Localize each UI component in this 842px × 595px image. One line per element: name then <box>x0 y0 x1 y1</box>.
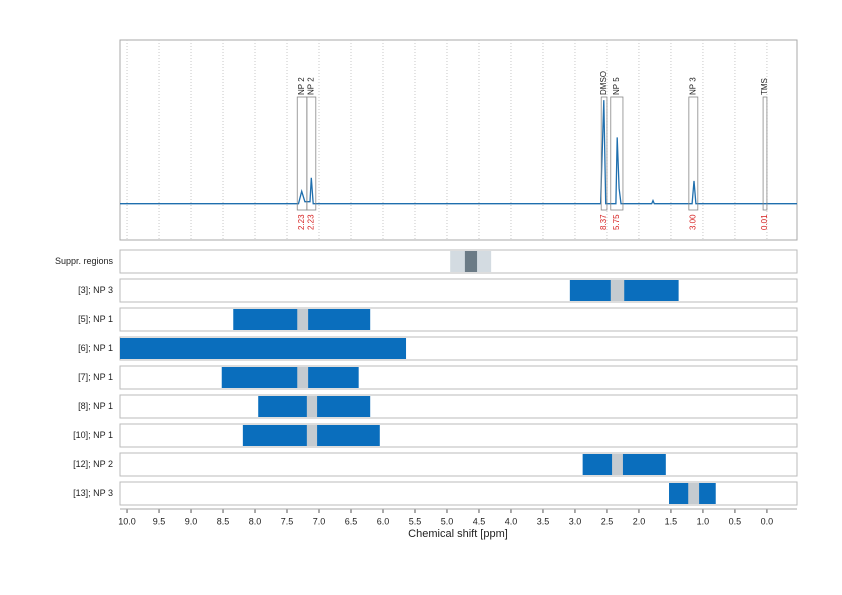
x-tick-label: 9.5 <box>153 516 166 526</box>
annotation-box <box>762 96 768 211</box>
x-tick-label: 3.5 <box>537 516 550 526</box>
x-tick-label: 1.0 <box>697 516 710 526</box>
x-tick-label: 7.0 <box>313 516 326 526</box>
track-segment <box>120 338 407 359</box>
track-label: [10]; NP 1 <box>73 430 113 440</box>
x-tick-label: 6.0 <box>377 516 390 526</box>
annotation-box <box>610 96 624 211</box>
integral-label: 5.75 <box>612 214 621 230</box>
x-tick-label: 3.0 <box>569 516 582 526</box>
integral-label: 8.37 <box>599 214 608 230</box>
x-tick-label: 2.0 <box>633 516 646 526</box>
track-frame <box>119 365 798 390</box>
integral-label: 2.23 <box>297 214 306 230</box>
x-tick-label: 8.0 <box>249 516 262 526</box>
track-frame <box>119 423 798 448</box>
x-axis-label: Chemical shift [ppm] <box>408 528 508 540</box>
track-label: [5]; NP 1 <box>78 314 113 324</box>
x-tick-label: 2.5 <box>601 516 614 526</box>
x-tick-label: 9.0 <box>185 516 198 526</box>
integral-label: 0.01 <box>760 214 769 230</box>
annotation-label: NP 2 <box>297 77 306 95</box>
track-segment <box>688 483 700 504</box>
spectrum-line <box>120 100 797 205</box>
x-tick-label: 8.5 <box>217 516 230 526</box>
x-tick-label: 5.0 <box>441 516 454 526</box>
track-segment <box>306 425 318 446</box>
track-label: [6]; NP 1 <box>78 343 113 353</box>
x-tick-label: 4.0 <box>505 516 518 526</box>
track-frame <box>119 307 798 332</box>
track-segment <box>221 367 359 388</box>
track-frame <box>119 481 798 506</box>
annotation-box <box>688 96 699 211</box>
annotation-label: NP 5 <box>612 77 621 95</box>
annotation-box <box>600 96 608 211</box>
track-label: Suppr. regions <box>55 256 114 266</box>
track-segment <box>297 367 309 388</box>
track-segment <box>306 396 318 417</box>
track-segment <box>582 454 666 475</box>
track-segment <box>612 454 623 475</box>
x-tick-label: 0.5 <box>729 516 742 526</box>
track-segment <box>610 280 625 301</box>
x-tick-label: 10.0 <box>118 516 136 526</box>
x-tick-label: 0.0 <box>761 516 774 526</box>
x-tick-label: 4.5 <box>473 516 486 526</box>
track-frame <box>119 394 798 419</box>
track-frame <box>119 452 798 477</box>
annotation-label: NP 2 <box>306 77 315 95</box>
integral-label: 3.00 <box>688 214 697 230</box>
track-label: [3]; NP 3 <box>78 285 113 295</box>
annotation-label: DMSO <box>599 71 608 95</box>
x-tick-label: 1.5 <box>665 516 678 526</box>
x-tick-label: 5.5 <box>409 516 422 526</box>
track-label: [7]; NP 1 <box>78 372 113 382</box>
track-label: [13]; NP 3 <box>73 488 113 498</box>
track-label: [12]; NP 2 <box>73 459 113 469</box>
x-tick-label: 6.5 <box>345 516 358 526</box>
track-label: [8]; NP 1 <box>78 401 113 411</box>
annotation-label: NP 3 <box>688 77 697 95</box>
x-tick-label: 7.5 <box>281 516 294 526</box>
track-frame <box>119 278 798 303</box>
annotation-box <box>306 96 317 211</box>
integral-label: 2.23 <box>306 214 315 230</box>
track-segment <box>297 309 309 330</box>
annotation-label: TMS <box>760 78 769 95</box>
spectrum-frame <box>119 39 798 241</box>
track-segment <box>464 251 478 272</box>
